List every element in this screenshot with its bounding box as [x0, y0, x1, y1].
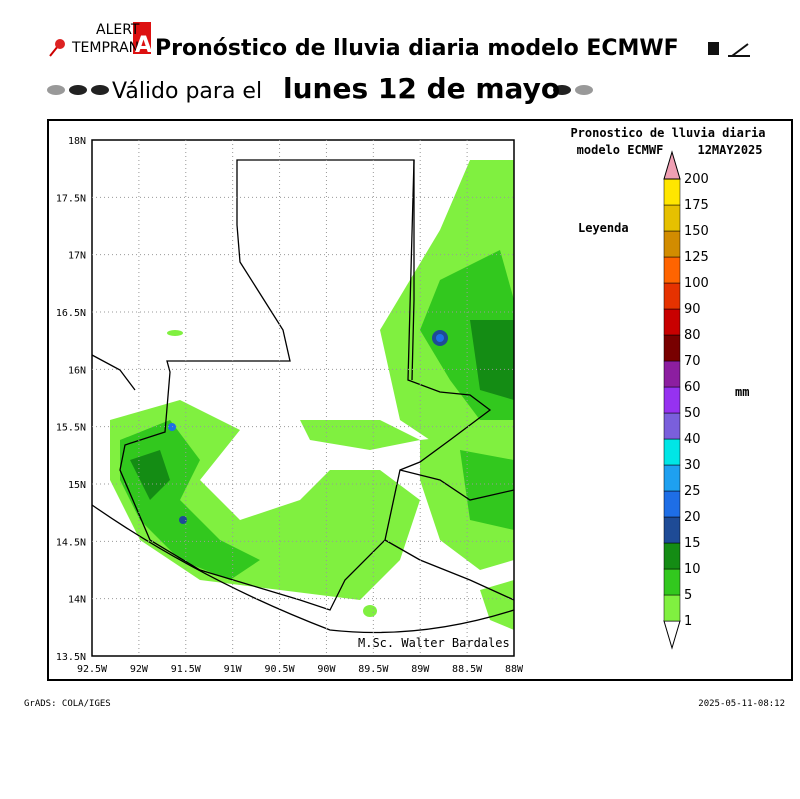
lon-label: 89.5W: [358, 664, 389, 675]
page-title: Pronóstico de lluvia diaria modelo ECMWF: [155, 36, 679, 61]
colorbar-segment: [663, 204, 681, 232]
lat-label: 17.5N: [56, 193, 86, 204]
colorbar-segment: [663, 490, 681, 518]
colorbar-segment: [663, 256, 681, 284]
colorbar-segment: [663, 568, 681, 596]
lon-label: 89W: [411, 664, 430, 675]
subtitle-date: lunes 12 de mayo: [283, 72, 560, 105]
colorbar-segment: [663, 334, 681, 362]
scale-label: 15: [684, 536, 701, 551]
scale-label: 10: [684, 562, 701, 577]
scale-label: 50: [684, 406, 701, 421]
scale-label: 70: [684, 354, 701, 369]
scale-label: 80: [684, 328, 701, 343]
scale-label: 30: [684, 458, 701, 473]
colorbar-segment: [663, 438, 681, 466]
scale-label: 150: [684, 224, 709, 239]
lon-label: 92W: [130, 664, 149, 675]
lat-label: 14N: [68, 595, 86, 606]
scale-label: 20: [684, 510, 701, 525]
weather-icons: [47, 85, 593, 95]
lat-label: 15N: [68, 480, 86, 491]
footer-left: GrADS: COLA/IGES: [24, 699, 111, 709]
scale-label: 40: [684, 432, 701, 447]
colorbar-segment: [663, 412, 681, 440]
logo-line1: ALERT: [96, 22, 140, 38]
map-frame: [91, 139, 515, 657]
colorbar-segment: [663, 386, 681, 414]
unit: mm: [735, 385, 749, 399]
colorbar-segment: [663, 360, 681, 388]
scale-label: 1: [684, 614, 692, 629]
scale-label: 25: [684, 484, 701, 499]
colorbar-segment: [663, 230, 681, 258]
lon-label: 90.5W: [265, 664, 296, 675]
scale-label: 90: [684, 302, 701, 317]
scale-label: 200: [684, 172, 709, 187]
colorbar-top: [663, 150, 681, 180]
lon-label: 91W: [224, 664, 243, 675]
footer-right: 2025-05-11-08:12: [698, 699, 785, 709]
colorbar-segment: [663, 178, 681, 206]
map-title-2a: modelo ECMWF: [577, 143, 664, 157]
legend-label: Leyenda: [578, 221, 629, 235]
scale-label: 125: [684, 250, 709, 265]
lon-label: 88W: [505, 664, 524, 675]
logo-letter: A: [135, 33, 152, 58]
lat-label: 16.5N: [56, 308, 86, 319]
lat-label: 13.5N: [56, 652, 86, 663]
write-icon: [728, 43, 750, 57]
lon-label: 92.5W: [77, 664, 108, 675]
rain-field: [110, 160, 514, 630]
lon-label: 88.5W: [452, 664, 483, 675]
colorbar-segment: [663, 282, 681, 310]
borders: [91, 159, 515, 634]
colorbar-segment: [663, 542, 681, 570]
lat-label: 18N: [68, 136, 86, 147]
credit: M.Sc. Walter Bardales: [358, 636, 510, 650]
colorbar-segment: [663, 464, 681, 492]
colorbar-segment: [663, 594, 681, 622]
lat-label: 14.5N: [56, 537, 86, 548]
scale-label: 60: [684, 380, 701, 395]
logo: ALERT TEMPRAN A: [71, 22, 152, 58]
colorbar-segment: [663, 516, 681, 544]
lon-label: 91.5W: [171, 664, 202, 675]
lat-label: 17N: [68, 251, 86, 262]
scale-label: 5: [684, 588, 692, 603]
subtitle-prefix: Válido para el: [112, 79, 262, 104]
logo-line2: TEMPRAN: [71, 40, 139, 56]
lat-label: 16N: [68, 365, 86, 376]
map-title-2b: 12MAY2025: [697, 143, 762, 157]
lon-label: 90W: [317, 664, 336, 675]
doc-icon: [708, 42, 719, 55]
map: [91, 139, 515, 657]
colorbar-segment: [663, 308, 681, 336]
logo-box: [133, 22, 151, 54]
pin-icon: [49, 39, 65, 57]
scale-label: 100: [684, 276, 709, 291]
lat-label: 15.5N: [56, 423, 86, 434]
map-title-1: Pronostico de lluvia diaria: [570, 126, 765, 140]
scale-label: 175: [684, 198, 709, 213]
